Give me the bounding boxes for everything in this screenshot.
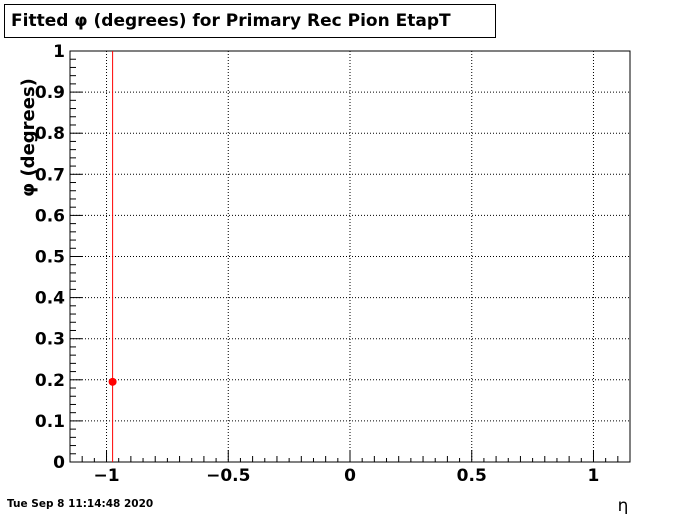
y-tick-label: 0.1 [35,412,65,432]
chart-title: Fitted φ (degrees) for Primary Rec Pion … [11,11,451,31]
grid-lines [70,50,630,463]
chart-title-box: Fitted φ (degrees) for Primary Rec Pion … [4,4,496,38]
x-tick-label: −0.5 [206,466,250,486]
y-axis-label: φ (degrees) [18,78,39,197]
data-series [108,51,117,462]
y-tick-label: 0.6 [35,206,65,226]
y-tick-label: 0.4 [35,289,65,309]
y-tick-label: 0.8 [35,124,65,144]
timestamp: Tue Sep 8 11:14:48 2020 [7,498,154,510]
data-point [108,377,117,386]
y-tick-label: 0 [53,453,65,473]
x-tick-label: 1 [588,466,600,486]
x-tick-label: −1 [93,466,119,486]
y-tick-label: 0.3 [35,330,65,350]
x-tick-label: 0 [344,466,356,486]
axis-ticks [70,50,619,463]
plot-frame [69,50,631,463]
x-tick-label: 0.5 [457,466,487,486]
x-axis-label: η [618,496,629,514]
y-tick-label: 0.2 [35,371,65,391]
y-tick-label: 0.7 [35,165,65,185]
tick-labels: −1 −0.5 0 0.5 1 0 0.1 0.2 0.3 0.4 0.5 0.6 0.7 0.8 0.9 1 [35,42,600,486]
y-tick-label: 1 [53,42,65,62]
y-tick-label: 0.9 [35,83,65,103]
y-tick-label: 0.5 [35,248,65,268]
